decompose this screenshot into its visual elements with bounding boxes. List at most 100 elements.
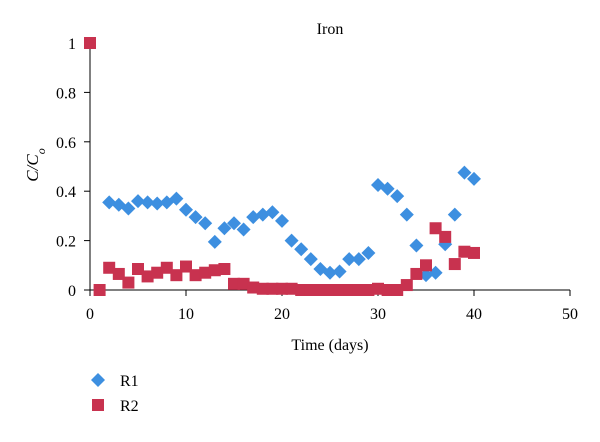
point-r1 (323, 265, 337, 280)
point-r2 (189, 269, 202, 282)
tick-marks (84, 42, 571, 296)
point-r2 (439, 230, 452, 243)
point-r1 (399, 207, 414, 222)
point-r1 (140, 195, 155, 210)
tick-labels: 0 10 20 30 40 50 0 0.2 0.4 0.6 0.8 1 (56, 36, 578, 323)
point-r1 (121, 201, 136, 216)
point-r1 (361, 245, 376, 260)
point-r2 (324, 284, 336, 296)
point-r1 (131, 194, 145, 209)
point-r1 (380, 181, 395, 196)
point-r2 (333, 284, 346, 296)
point-r1 (294, 242, 309, 257)
point-r2 (276, 282, 288, 295)
point-r1 (303, 252, 318, 267)
point-r2 (199, 266, 212, 279)
point-r2 (141, 270, 154, 283)
point-r1 (419, 268, 433, 283)
point-r2 (170, 269, 183, 282)
point-r2 (468, 246, 480, 259)
x-axis-label: Time (days) (291, 337, 368, 354)
point-r2 (122, 276, 135, 289)
legend-label-r2: R2 (120, 398, 139, 415)
point-r2 (400, 279, 413, 292)
point-r2 (295, 284, 308, 296)
point-r1 (102, 195, 117, 210)
point-r1 (236, 222, 251, 237)
point-r2 (112, 267, 125, 280)
point-r1 (428, 265, 443, 280)
legend-label-r1: R1 (120, 373, 139, 390)
y-axis-label: C/Co (23, 148, 48, 181)
legend-marker-r2 (92, 399, 104, 411)
point-r2 (180, 260, 192, 273)
point-r2 (352, 284, 365, 296)
point-r2 (420, 259, 432, 272)
point-r2 (362, 284, 375, 296)
point-r1 (265, 205, 280, 220)
point-r2 (160, 261, 173, 274)
point-r2 (266, 282, 279, 295)
point-r2 (429, 222, 442, 235)
point-r2 (458, 245, 471, 258)
point-r2 (247, 281, 260, 294)
point-r1 (342, 252, 357, 267)
y-tick-label: 0.8 (56, 85, 76, 102)
point-r2 (151, 266, 164, 279)
svg-text:C/Co: C/Co (23, 148, 48, 181)
point-r1 (169, 191, 184, 206)
point-r2 (93, 284, 106, 296)
point-r2 (314, 284, 327, 296)
x-tick-label: 20 (274, 306, 290, 323)
point-r1 (246, 210, 261, 225)
point-r1 (150, 196, 165, 211)
legend-marker-r1 (91, 373, 105, 387)
point-r1 (188, 210, 203, 225)
y-tick-label: 0 (68, 283, 76, 300)
point-r2 (381, 284, 394, 296)
x-tick-label: 30 (370, 306, 386, 323)
point-r2 (391, 284, 404, 296)
y-axis-label-main: C/C (23, 154, 42, 182)
x-tick-label: 10 (178, 306, 194, 323)
point-r2 (132, 263, 144, 276)
point-r1 (447, 207, 462, 222)
point-r2 (103, 261, 116, 274)
point-r1 (255, 207, 270, 222)
point-r2 (448, 258, 461, 271)
point-r1 (409, 238, 424, 253)
point-r2 (343, 284, 356, 296)
point-r2 (304, 284, 317, 296)
y-tick-label: 0.4 (56, 184, 76, 201)
point-r1 (457, 165, 472, 180)
y-axis-label-subscript: o (34, 148, 48, 154)
point-r2 (372, 282, 384, 295)
point-r1 (179, 202, 193, 217)
y-tick-label: 0.6 (56, 135, 76, 152)
point-r1 (390, 189, 405, 204)
point-r1 (207, 234, 222, 249)
chart-title: Iron (317, 21, 344, 38)
point-r1 (198, 216, 213, 231)
point-r2 (285, 282, 298, 295)
axes (89, 43, 570, 291)
point-r1 (275, 213, 289, 228)
y-tick-label: 0.2 (56, 234, 76, 251)
y-tick-label: 1 (68, 36, 76, 53)
point-r2 (237, 277, 250, 290)
point-r2 (84, 37, 96, 49)
point-r1 (227, 216, 241, 231)
x-tick-label: 40 (466, 306, 482, 323)
point-r1 (332, 264, 347, 279)
point-r2 (256, 282, 269, 295)
point-r1 (467, 171, 481, 186)
data-points (84, 37, 481, 296)
x-tick-label: 0 (86, 306, 94, 323)
point-r1 (284, 233, 299, 248)
x-tick-label: 50 (562, 306, 578, 323)
point-r2 (410, 267, 423, 280)
point-r2 (208, 264, 221, 277)
